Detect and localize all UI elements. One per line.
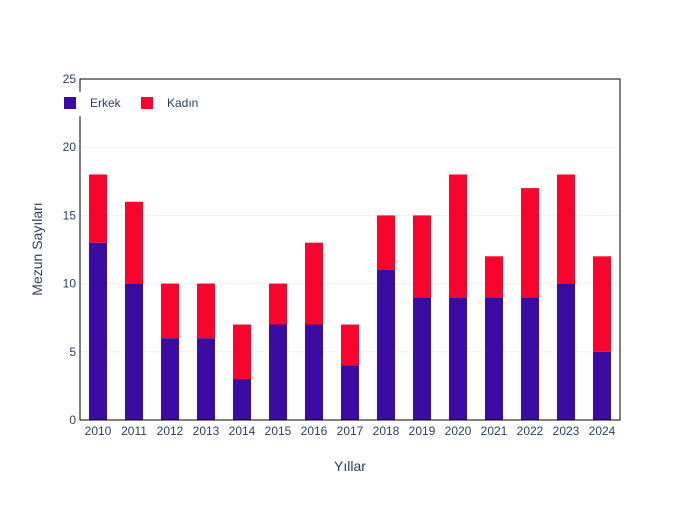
bar-erkek-2013 [197, 338, 215, 420]
bar-kadin-2024 [593, 256, 611, 352]
x-tick-label: 2015 [265, 424, 292, 438]
x-tick-label: 2018 [373, 424, 400, 438]
legend-background [58, 92, 218, 116]
bar-erkek-2020 [449, 297, 467, 420]
y-tick-label: 25 [63, 72, 77, 86]
bar-kadin-2015 [269, 283, 287, 325]
bar-kadin-2016 [305, 242, 323, 325]
legend: Erkek Kadın [58, 92, 218, 116]
legend-label-erkek[interactable]: Erkek [90, 96, 122, 110]
bar-erkek-2015 [269, 324, 287, 420]
bar-kadin-2017 [341, 324, 359, 366]
x-tick-label: 2013 [193, 424, 220, 438]
bar-kadin-2022 [521, 188, 539, 298]
y-tick-label: 0 [69, 413, 76, 427]
plot-frame [79, 78, 621, 421]
legend-swatch-kadin[interactable] [141, 97, 153, 109]
y-tick-label: 10 [63, 277, 77, 291]
bar-erkek-2024 [593, 351, 611, 420]
axes: 0 5 10 15 20 25 2010 2011 2012 2013 2014 2015 2016 20… [63, 72, 621, 438]
bar-kadin-2021 [485, 256, 503, 298]
bar-erkek-2022 [521, 297, 539, 420]
bar-erkek-2021 [485, 297, 503, 420]
bar-erkek-2014 [233, 379, 251, 420]
bar-kadin-2014 [233, 324, 251, 380]
x-axis-title: Yıllar [334, 458, 366, 474]
bar-kadin-2013 [197, 283, 215, 339]
x-tick-label: 2011 [121, 424, 147, 438]
bar-erkek-2010 [89, 242, 107, 420]
y-tick-label: 20 [63, 140, 77, 154]
x-tick-label: 2021 [481, 424, 508, 438]
bar-erkek-2019 [413, 297, 431, 420]
bar-erkek-2018 [377, 269, 395, 420]
y-tick-label: 15 [63, 208, 77, 222]
y-axis-title: Mezun Sayıları [29, 202, 45, 295]
bar-erkek-2016 [305, 324, 323, 420]
x-tick-label: 2020 [445, 424, 472, 438]
bar-kadin-2018 [377, 215, 395, 270]
x-tick-label: 2024 [589, 424, 616, 438]
x-tick-label: 2023 [553, 424, 580, 438]
bar-erkek-2012 [161, 338, 179, 420]
x-tick-label: 2014 [229, 424, 256, 438]
bar-kadin-2020 [449, 174, 467, 298]
legend-label-kadin[interactable]: Kadın [167, 96, 198, 110]
x-tick-label: 2012 [157, 424, 184, 438]
bar-erkek-2017 [341, 365, 359, 420]
bar-kadin-2023 [557, 174, 575, 284]
bar-erkek-2011 [125, 283, 143, 420]
x-tick-label: 2010 [85, 424, 112, 438]
bar-kadin-2012 [161, 283, 179, 339]
legend-swatch-erkek[interactable] [64, 97, 76, 109]
x-tick-label: 2016 [301, 424, 328, 438]
bar-kadin-2010 [89, 174, 107, 243]
bar-erkek-2023 [557, 283, 575, 420]
x-tick-label: 2017 [337, 424, 364, 438]
bar-kadin-2011 [125, 201, 143, 284]
y-tick-label: 5 [69, 345, 76, 359]
bars [89, 174, 611, 420]
bar-kadin-2019 [413, 215, 431, 298]
x-tick-label: 2022 [517, 424, 544, 438]
x-tick-label: 2019 [409, 424, 436, 438]
